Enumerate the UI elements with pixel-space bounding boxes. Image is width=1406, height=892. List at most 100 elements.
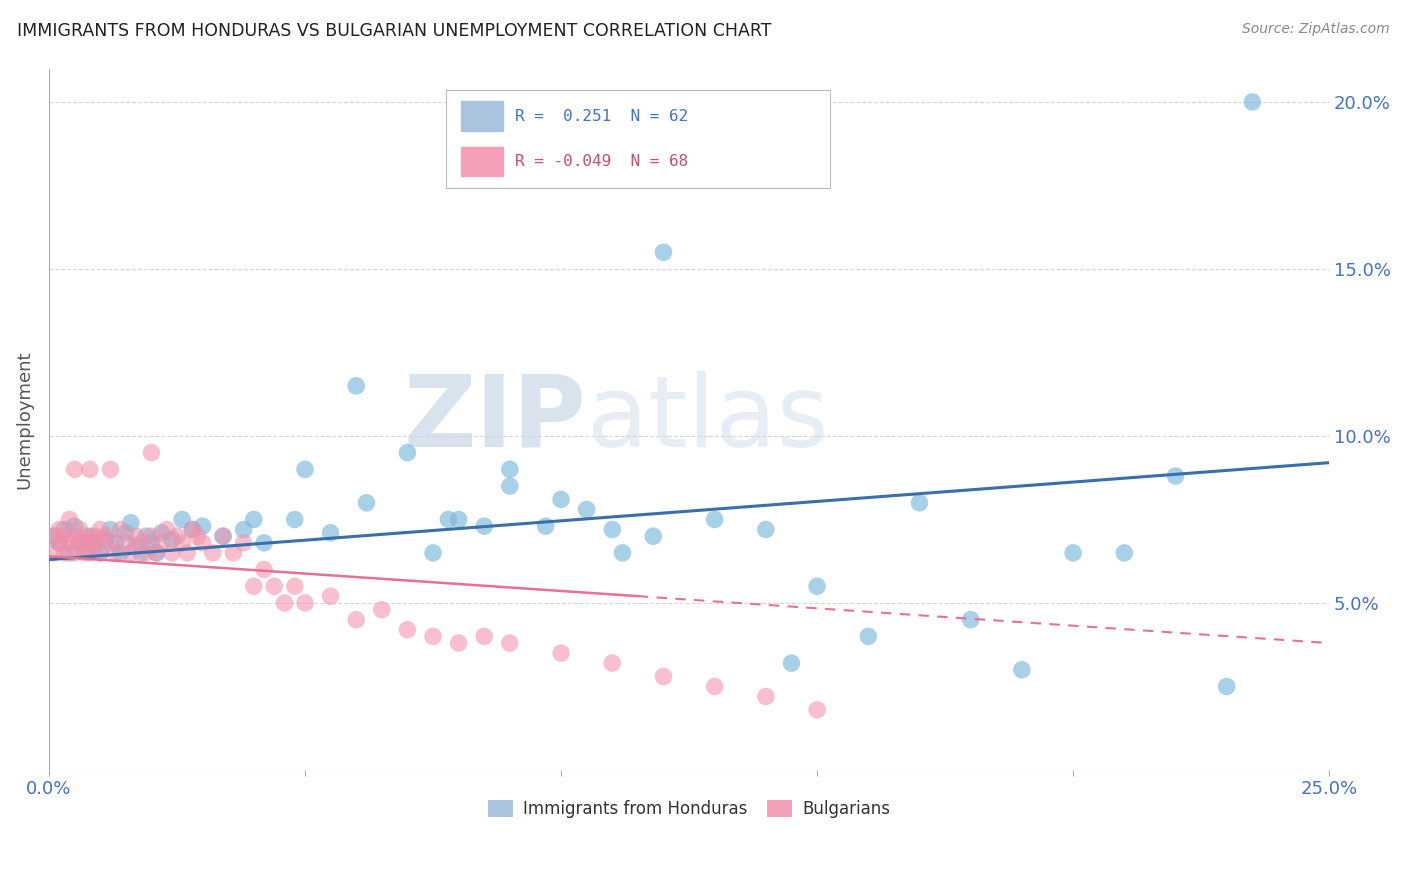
Point bbox=[42, 529, 65, 543]
Text: IMMIGRANTS FROM HONDURAS VS BULGARIAN UNEMPLOYMENT CORRELATION CHART: IMMIGRANTS FROM HONDURAS VS BULGARIAN UN… bbox=[17, 22, 772, 40]
Point bbox=[243, 579, 266, 593]
Point bbox=[53, 529, 76, 543]
Point bbox=[156, 523, 179, 537]
Point bbox=[129, 536, 152, 550]
Point bbox=[858, 629, 880, 643]
Point bbox=[806, 579, 828, 593]
Point bbox=[447, 636, 470, 650]
Point bbox=[263, 579, 285, 593]
Point bbox=[550, 492, 572, 507]
Point bbox=[1114, 546, 1136, 560]
Point bbox=[600, 523, 623, 537]
Point bbox=[356, 496, 378, 510]
Point bbox=[232, 523, 254, 537]
Point bbox=[806, 703, 828, 717]
Point bbox=[1011, 663, 1033, 677]
Point bbox=[172, 536, 194, 550]
Point bbox=[422, 629, 444, 643]
Point bbox=[129, 546, 152, 560]
Point bbox=[319, 589, 342, 603]
Point bbox=[396, 445, 419, 459]
Point bbox=[160, 533, 183, 547]
Y-axis label: Unemployment: Unemployment bbox=[15, 350, 32, 489]
Point bbox=[284, 512, 307, 526]
Point bbox=[437, 512, 460, 526]
Point bbox=[186, 529, 208, 543]
Point bbox=[69, 523, 91, 537]
Point bbox=[48, 536, 70, 550]
Text: ZIP: ZIP bbox=[404, 371, 586, 467]
Point bbox=[172, 512, 194, 526]
Legend: Immigrants from Honduras, Bulgarians: Immigrants from Honduras, Bulgarians bbox=[481, 793, 897, 825]
Point bbox=[89, 546, 111, 560]
Point bbox=[575, 502, 598, 516]
Point bbox=[100, 536, 122, 550]
Point bbox=[135, 529, 157, 543]
Point bbox=[114, 525, 136, 540]
Point bbox=[110, 523, 132, 537]
Point bbox=[63, 462, 86, 476]
Point bbox=[232, 536, 254, 550]
Point bbox=[48, 523, 70, 537]
Point bbox=[396, 623, 419, 637]
Point bbox=[94, 533, 117, 547]
Point bbox=[125, 529, 148, 543]
Point bbox=[294, 462, 316, 476]
Point bbox=[1164, 469, 1187, 483]
Point bbox=[191, 536, 214, 550]
Point bbox=[79, 529, 101, 543]
Point bbox=[63, 529, 86, 543]
Point bbox=[120, 546, 142, 560]
Text: atlas: atlas bbox=[586, 371, 828, 467]
Point bbox=[48, 536, 70, 550]
Point bbox=[344, 613, 367, 627]
Point bbox=[79, 536, 101, 550]
Point bbox=[104, 546, 127, 560]
Point bbox=[612, 546, 634, 560]
Point bbox=[212, 529, 235, 543]
Point bbox=[135, 546, 157, 560]
Point bbox=[79, 462, 101, 476]
Point bbox=[499, 462, 522, 476]
Point bbox=[79, 546, 101, 560]
Point bbox=[550, 646, 572, 660]
Point bbox=[294, 596, 316, 610]
Point bbox=[84, 536, 107, 550]
Point bbox=[166, 529, 188, 543]
Point bbox=[150, 525, 173, 540]
Point bbox=[120, 516, 142, 530]
Point bbox=[114, 536, 136, 550]
Point bbox=[125, 539, 148, 553]
Point bbox=[1215, 680, 1237, 694]
Point bbox=[58, 546, 80, 560]
Point bbox=[703, 512, 725, 526]
Point bbox=[73, 542, 96, 557]
Point bbox=[959, 613, 981, 627]
Point bbox=[703, 680, 725, 694]
Point bbox=[145, 546, 167, 560]
Point bbox=[63, 546, 86, 560]
Point bbox=[141, 529, 163, 543]
Point bbox=[273, 596, 295, 610]
Point bbox=[253, 563, 276, 577]
Point bbox=[755, 523, 778, 537]
Point bbox=[145, 546, 167, 560]
Point bbox=[100, 523, 122, 537]
Point bbox=[58, 512, 80, 526]
Point bbox=[344, 379, 367, 393]
Point bbox=[181, 523, 204, 537]
Point bbox=[472, 519, 495, 533]
Point bbox=[652, 669, 675, 683]
Point bbox=[181, 523, 204, 537]
Point bbox=[176, 546, 198, 560]
Point bbox=[141, 445, 163, 459]
Point bbox=[84, 539, 107, 553]
Point bbox=[42, 529, 65, 543]
Point bbox=[371, 602, 394, 616]
Point bbox=[89, 546, 111, 560]
Point bbox=[69, 536, 91, 550]
Point bbox=[63, 519, 86, 533]
Point bbox=[222, 546, 245, 560]
Point bbox=[160, 546, 183, 560]
Point bbox=[212, 529, 235, 543]
